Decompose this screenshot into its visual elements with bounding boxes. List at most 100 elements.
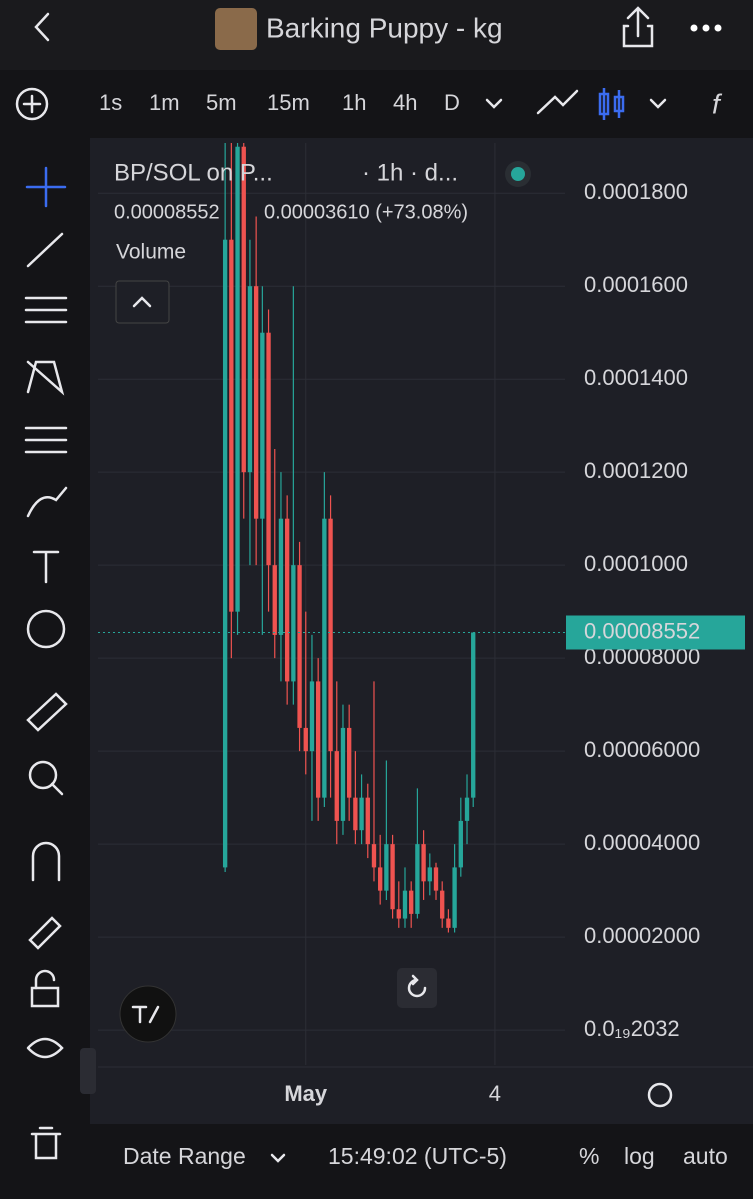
candle-body [266, 332, 271, 566]
y-tick-label: 0.0₁₉2032 [584, 1016, 680, 1041]
reset-icon [407, 974, 427, 998]
y-tick-label: 0.00002000 [584, 923, 700, 948]
candle-body [402, 890, 408, 919]
candle-body [334, 751, 339, 821]
candle-body [235, 146, 240, 612]
candle-body [260, 332, 265, 519]
interval-option[interactable]: 1h [342, 90, 366, 115]
add-button[interactable] [15, 87, 49, 121]
x-tick-label: May [284, 1081, 328, 1106]
date-range[interactable]: Date Range [123, 1143, 246, 1169]
candle-body [315, 681, 321, 798]
interval-option[interactable]: 15m [267, 90, 310, 115]
auto-toggle[interactable]: auto [683, 1143, 728, 1169]
candle-body [241, 146, 246, 473]
toolbar [0, 70, 753, 138]
y-tick-label: 0.0001200 [584, 458, 688, 483]
date-range-dropdown[interactable] [270, 1153, 286, 1163]
price-change: 0.00003610 (+73.08%) [264, 201, 468, 223]
last-price: 0.00008552 [114, 201, 220, 223]
price-label: 0.00008552 [584, 618, 700, 643]
candle-body [322, 518, 327, 798]
interval-option[interactable]: 1m [149, 90, 180, 115]
percent-toggle[interactable]: % [579, 1143, 599, 1169]
candle-body [464, 797, 470, 821]
y-tick-label: 0.0001400 [584, 365, 688, 390]
candle-body [458, 820, 463, 868]
candle-body [427, 867, 432, 882]
candle-body [278, 518, 284, 635]
candle-body [433, 867, 439, 891]
candle-body [291, 565, 296, 682]
tv-logo-mark [131, 1005, 160, 1024]
candle-body [229, 239, 234, 612]
candle-body [284, 518, 290, 682]
candle-body [452, 867, 457, 928]
drawing-tools[interactable] [24, 166, 68, 1160]
volume-label: Volume [116, 241, 186, 264]
candle-body [421, 844, 426, 882]
y-tick-label: 0.0001800 [584, 179, 688, 204]
candle-body [415, 844, 420, 914]
top-bar [0, 0, 753, 70]
drawing-toolbar [0, 138, 90, 1199]
y-tick-label: 0.00006000 [584, 737, 700, 762]
candle-body [365, 797, 370, 845]
panel-handle[interactable] [80, 1048, 96, 1094]
candle-body [359, 797, 364, 831]
clock[interactable]: 15:49:02 (UTC-5) [328, 1143, 507, 1169]
candle-body [222, 239, 228, 868]
candle-body [384, 844, 389, 891]
more-button[interactable] [690, 24, 722, 32]
candle-body [347, 727, 352, 798]
style-dropdown[interactable] [649, 98, 667, 109]
candle-style[interactable] [598, 88, 625, 120]
candle-body [340, 727, 346, 821]
collapse-icon [132, 296, 152, 308]
x-tick-label: 4 [489, 1081, 501, 1106]
candle-body [390, 844, 395, 910]
candle-body [272, 565, 277, 635]
tv-logo[interactable] [119, 985, 177, 1043]
y-tick-label: 0.00004000 [584, 830, 700, 855]
interval-option[interactable]: D [444, 90, 460, 115]
interval-option[interactable]: 4h [393, 90, 417, 115]
candle-body [396, 909, 401, 919]
price-label-box [566, 615, 745, 650]
back-button[interactable] [34, 12, 50, 42]
candle-body [297, 565, 302, 728]
share-button[interactable] [622, 6, 654, 48]
candle-body [309, 681, 315, 752]
candle-body [353, 797, 358, 831]
candle-body [378, 867, 383, 891]
status-dot [511, 167, 525, 181]
candle-body [371, 844, 377, 868]
reset-button[interactable] [397, 968, 437, 1008]
candle-body [253, 286, 259, 519]
avatar [215, 8, 257, 50]
candle-body [303, 727, 308, 752]
page-title: Barking Puppy - kg [266, 12, 503, 43]
interval-option[interactable]: 1s [99, 90, 122, 115]
settings-button[interactable] [647, 1082, 673, 1108]
interval-dropdown[interactable] [485, 98, 503, 109]
candle-body [471, 632, 476, 798]
log-toggle[interactable]: log [624, 1143, 655, 1169]
interval-info: · 1h · d... [362, 159, 458, 186]
symbol: BP/SOL on P... [114, 159, 273, 186]
candle-body [446, 918, 451, 928]
bottom-bar [90, 1124, 753, 1199]
plot-area [222, 143, 476, 933]
candle-body [409, 890, 414, 914]
collapse-button[interactable] [115, 280, 170, 324]
y-tick-label: 0.0001000 [584, 551, 688, 576]
candle-body [328, 518, 333, 752]
add-icon [22, 94, 42, 114]
interval-option[interactable]: 5m [206, 90, 237, 115]
line-style[interactable] [536, 89, 579, 115]
candle-body [440, 890, 445, 919]
y-tick-label: 0.0001600 [584, 272, 688, 297]
indicators-button[interactable]: f [712, 88, 723, 119]
candle-body [247, 286, 253, 473]
